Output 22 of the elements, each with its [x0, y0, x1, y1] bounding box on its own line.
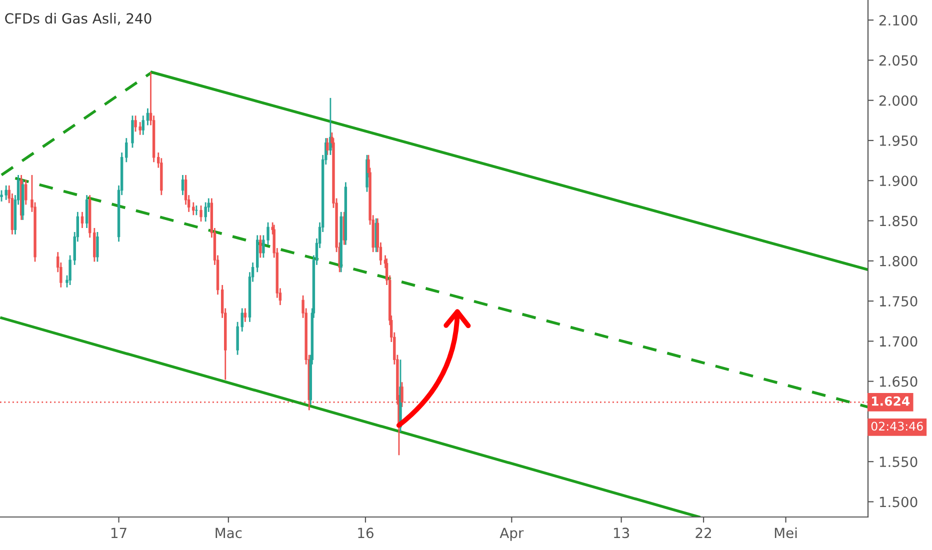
y-tick-label: 1.750 [880, 296, 918, 307]
y-tick-label: 1.700 [880, 336, 918, 347]
ref-line-label: 1.624 [872, 396, 910, 406]
y-tick-label: 2.000 [879, 95, 918, 106]
y-tick-label: 1.500 [880, 496, 918, 508]
text: CFDs di Gas Asli, 240 [5, 12, 152, 26]
x-tick-label: 16 [358, 528, 374, 538]
x-tick-label: Apr [500, 528, 524, 541]
x-tick-label: Mac [216, 528, 242, 538]
y-tick-label: 2.100 [879, 15, 918, 26]
y-tick-label: 2.050 [879, 55, 918, 66]
y-tick-label: 1.800 [880, 256, 918, 266]
x-tick-label: Mei [774, 527, 797, 538]
text: 02:43:46 [871, 422, 923, 431]
y-tick-label: 1.550 [880, 456, 918, 468]
x-tick-label: 17 [111, 528, 126, 538]
x-tick-label: 13 [614, 528, 630, 538]
y-tick-label: 1.900 [880, 176, 918, 186]
y-tick-label: 1.650 [880, 376, 918, 387]
x-tick-label: 22 [696, 528, 711, 538]
y-tick-label: 1.950 [880, 135, 918, 146]
y-tick-label: 1.850 [880, 216, 918, 226]
